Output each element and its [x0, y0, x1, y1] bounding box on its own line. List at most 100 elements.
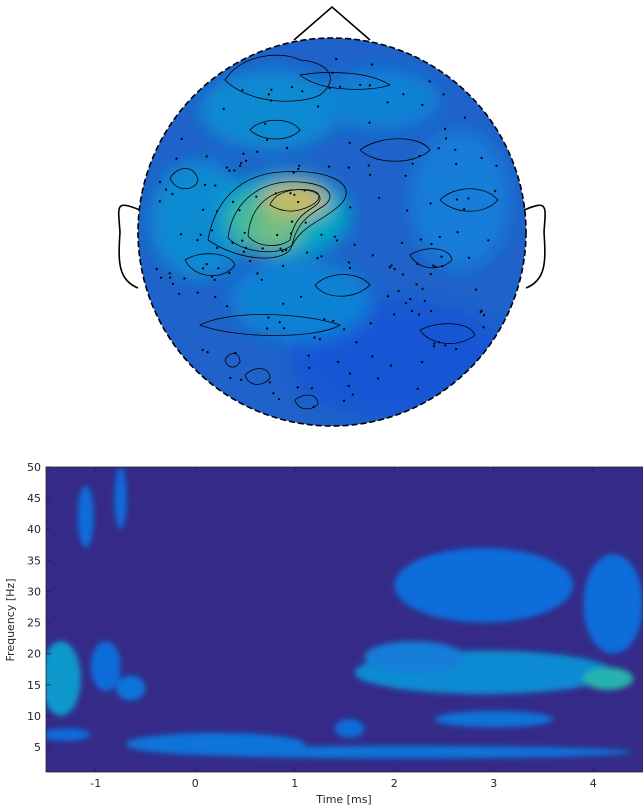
sensor-dot — [351, 393, 354, 396]
sensor-dot — [328, 165, 331, 168]
sensor-dot — [217, 267, 220, 270]
sensor-dot — [404, 302, 408, 305]
sensor-dot — [429, 273, 432, 276]
sensor-dot — [171, 193, 174, 196]
sensor-dot — [313, 336, 316, 339]
sensor-dot — [206, 351, 209, 354]
sensor-dot — [421, 361, 424, 364]
sensor-dot — [241, 89, 244, 92]
sensor-dot — [389, 364, 392, 367]
sensor-dot — [226, 305, 229, 308]
sensor-dot — [441, 265, 444, 268]
sensor-dot — [347, 261, 351, 264]
sensor-dot — [421, 287, 424, 290]
y-tick-label: 15 — [27, 679, 41, 692]
sensor-dot — [423, 300, 426, 303]
sensor-dot — [320, 255, 323, 258]
sensor-dot — [467, 197, 470, 200]
sensor-dot — [400, 241, 403, 244]
sensor-dot — [463, 116, 466, 119]
sensor-dot — [293, 193, 296, 196]
sensor-dot — [393, 313, 396, 316]
sensor-dot — [233, 169, 236, 172]
sensor-dot — [306, 251, 309, 254]
sensor-dot — [196, 291, 199, 294]
sensor-dot — [234, 351, 237, 354]
sensor-dot — [239, 162, 243, 165]
sensor-dot — [274, 192, 277, 195]
sensor-dot — [256, 272, 259, 275]
sensor-dot — [241, 239, 244, 242]
spectrogram-plot: -1 0 1 2 3 4 5 10 15 20 25 30 35 40 45 50 Time [ms] Fr… — [4, 461, 643, 806]
sensor-dot — [428, 80, 431, 83]
sensor-dot — [455, 162, 458, 166]
sensor-dot — [404, 174, 407, 177]
sensor-dot — [349, 206, 352, 209]
sensor-dot — [429, 202, 432, 205]
x-axis-ticks: -1 0 1 2 3 4 — [90, 467, 597, 790]
sensor-dot — [297, 200, 300, 204]
sensor-dot — [213, 278, 216, 281]
sensor-dot — [180, 137, 183, 140]
sensor-dot — [199, 233, 202, 236]
sensor-dot — [335, 239, 338, 242]
sensor-dot — [303, 189, 306, 192]
sensor-dot — [279, 247, 282, 250]
topo-contour-2 — [247, 189, 321, 246]
y-tick-label: 40 — [27, 523, 41, 536]
y-tick-label: 5 — [34, 741, 41, 754]
sensor-dot — [468, 256, 471, 259]
sensor-dot — [444, 344, 447, 347]
sensor-dot — [202, 208, 205, 211]
sensor-dot — [402, 93, 405, 96]
sensor-dot — [159, 276, 163, 279]
sensor-dot — [368, 173, 372, 176]
sensor-dot — [238, 209, 241, 212]
x-tick-label: -1 — [90, 777, 101, 790]
topo-contour-14 — [419, 323, 476, 344]
topo-contour-9 — [439, 188, 499, 212]
y-tick-label: 10 — [27, 710, 41, 723]
sensor-dot — [437, 147, 440, 150]
sensor-dot — [239, 378, 243, 381]
sensor-dot — [474, 288, 477, 291]
sensor-dot — [318, 338, 321, 341]
y-tick-label: 30 — [27, 585, 41, 598]
sensor-dot — [180, 233, 183, 236]
spectrogram-blob-8 — [364, 641, 465, 673]
sensor-dot — [371, 355, 374, 358]
sensor-dot — [418, 154, 421, 157]
sensor-dot — [231, 200, 235, 203]
spectrogram-blob-13 — [90, 641, 121, 692]
sensor-dot — [239, 164, 242, 167]
sensor-dot — [268, 381, 271, 384]
sensor-dot — [214, 295, 217, 298]
sensor-dot — [307, 354, 310, 357]
sensor-dot — [418, 313, 421, 316]
sensor-dot — [298, 164, 301, 167]
sensor-dot — [416, 387, 419, 390]
y-tick-label: 35 — [27, 554, 41, 567]
sensor-dot — [359, 83, 362, 86]
sensor-dot — [480, 309, 483, 312]
sensor-dot — [171, 282, 174, 285]
sensor-dot — [401, 273, 404, 276]
head-outline — [137, 37, 527, 427]
topo-contour-13 — [198, 314, 341, 336]
sensor-dot — [347, 384, 350, 387]
sensor-dot — [368, 121, 371, 124]
sensor-dot — [348, 141, 351, 144]
sensor-dot — [282, 302, 285, 305]
sensor-dot — [278, 398, 281, 401]
topo-blob-1 — [200, 70, 340, 150]
sensor-dot — [289, 232, 293, 235]
sensor-dot — [378, 196, 381, 199]
x-tick-label: 1 — [291, 777, 298, 790]
spectrogram-blob-2 — [175, 745, 633, 759]
sensor-dot — [487, 239, 490, 242]
topo-blob-3 — [150, 160, 250, 280]
sensor-dot — [421, 103, 424, 106]
sensor-dot — [336, 360, 340, 363]
topo-contour-8 — [359, 138, 431, 162]
